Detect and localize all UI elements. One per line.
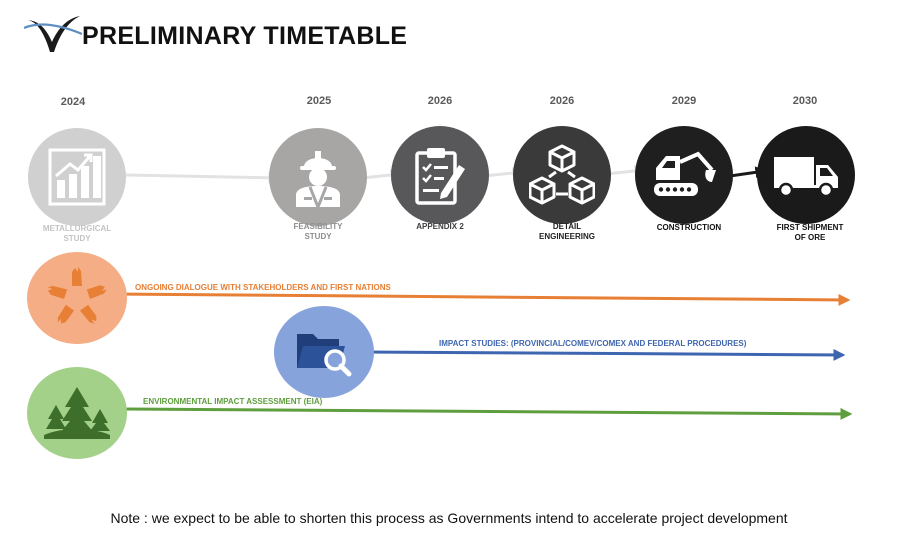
milestone-metallurgical xyxy=(28,128,126,226)
milestone-label-line1: METALLURGICAL xyxy=(42,224,112,233)
milestone-year-appendix: 2026 xyxy=(427,95,453,107)
milestone-year-first-shipment: 2030 xyxy=(792,95,818,107)
milestone-label-first-shipment: FIRST SHIPMENT OF ORE xyxy=(750,223,870,243)
milestone-label-feasibility: FEASIBILITY STUDY xyxy=(258,222,378,242)
milestone-label-line2: STUDY xyxy=(304,232,332,241)
track-impact-studies-circle xyxy=(274,306,374,398)
arrow-impact-studies xyxy=(369,348,846,361)
bar-chart-icon xyxy=(48,148,106,206)
track-impact-studies-text: IMPACT STUDIES: (PROVINCIAL/COMEV/COMEX … xyxy=(439,339,747,348)
milestone-label-line1: FEASIBILITY xyxy=(293,222,343,231)
milestone-construction xyxy=(635,126,733,224)
milestone-first-shipment xyxy=(757,126,855,224)
milestone-year-metallurgical: 2024 xyxy=(60,96,86,108)
connector-metallurgical-to-feasibility xyxy=(125,171,281,184)
arrow-stakeholder-dialogue xyxy=(117,292,851,306)
truck-icon xyxy=(774,157,838,197)
milestone-label-line2: STUDY xyxy=(63,234,91,243)
clipboard-icon xyxy=(415,148,465,205)
milestone-label-line2: OF ORE xyxy=(794,233,826,242)
milestone-label-construction: CONSTRUCTION xyxy=(629,223,749,233)
folder-search-icon xyxy=(297,334,352,377)
arrow-eia xyxy=(117,407,853,420)
track-stakeholder-dialogue-text: ONGOING DIALOGUE WITH STAKEHOLDERS AND F… xyxy=(135,283,391,292)
v-checkmark-logo xyxy=(24,16,82,52)
milestone-label-line1: APPENDIX 2 xyxy=(416,222,464,231)
milestone-feasibility xyxy=(269,128,367,226)
milestone-label-metallurgical: METALLURGICAL STUDY xyxy=(17,224,137,244)
forest-icon xyxy=(44,387,110,439)
track-eia-circle xyxy=(27,367,127,459)
track-stakeholder-dialogue-circle xyxy=(27,252,127,344)
milestone-year-detail-engineering: 2026 xyxy=(549,95,575,107)
footnote: Note : we expect to be able to shorten t… xyxy=(110,510,788,526)
excavator-icon xyxy=(654,151,716,196)
page-title: PRELIMINARY TIMETABLE xyxy=(82,22,408,50)
milestone-label-line1: DETAIL xyxy=(552,222,582,231)
track-eia-text: ENVIRONMENTAL IMPACT ASSESSMENT (EIA) xyxy=(143,397,323,406)
milestone-label-detail-engineering: DETAIL ENGINEERING xyxy=(507,222,627,242)
milestone-label-appendix-2: APPENDIX 2 xyxy=(380,222,500,232)
milestone-label-line2: ENGINEERING xyxy=(538,232,595,241)
engineer-icon xyxy=(296,151,340,207)
milestone-label-line1: CONSTRUCTION xyxy=(656,223,722,232)
hands-circle-icon xyxy=(47,267,107,324)
cubes-icon xyxy=(529,144,595,205)
milestone-year-construction: 2029 xyxy=(671,95,697,107)
milestone-appendix-2 xyxy=(391,126,489,224)
milestone-year-feasibility: 2025 xyxy=(306,95,332,107)
milestone-detail-engineering xyxy=(513,126,611,224)
milestone-label-line1: FIRST SHIPMENT xyxy=(776,223,844,232)
